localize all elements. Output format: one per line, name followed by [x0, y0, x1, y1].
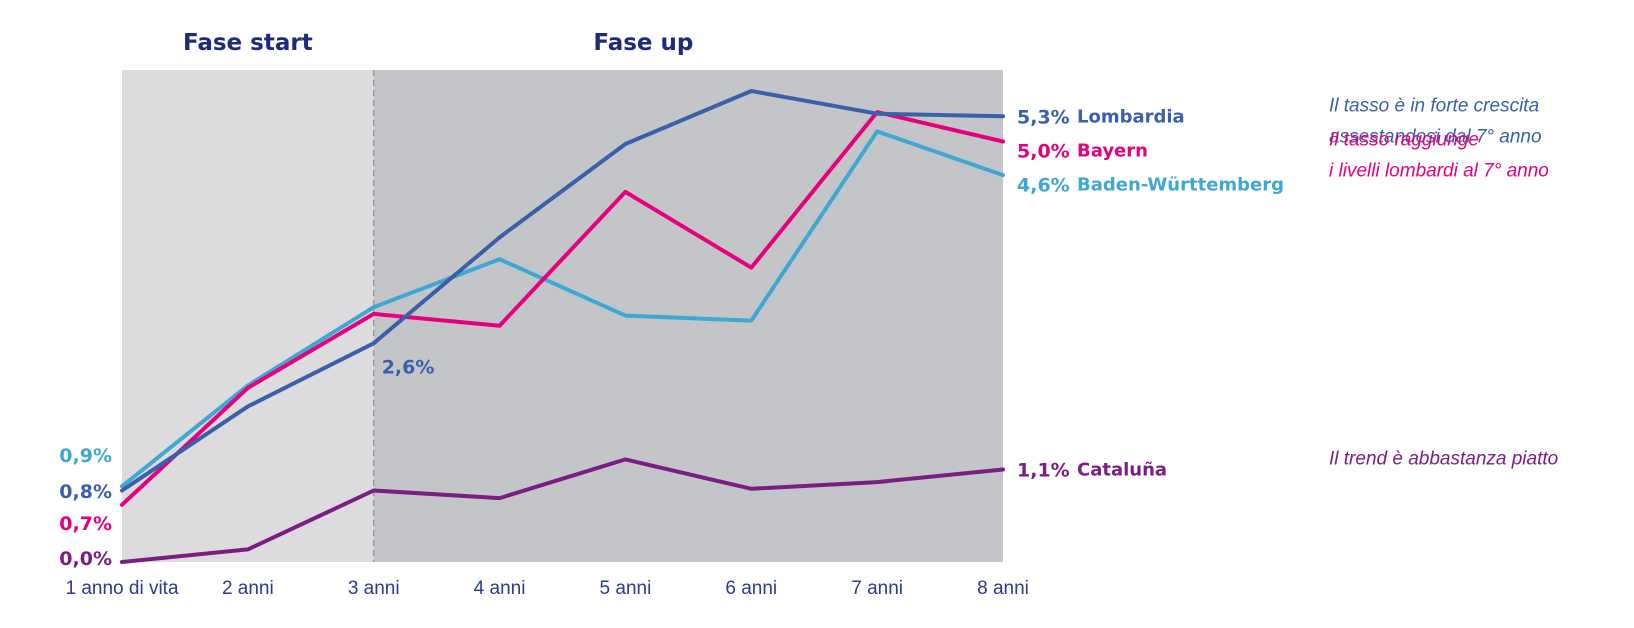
x-tick-label: 7 anni [851, 578, 903, 599]
phase-band-fase-start [122, 70, 374, 562]
note-cataluna: Il trend è abbastanza piatto [1329, 448, 1558, 469]
phase-labels: Fase start Fase up [183, 30, 693, 56]
note-bayern: Il tasso raggiunge i livelli lombardi al … [1329, 129, 1549, 181]
series-name-baden-wurttemberg: Baden-Württemberg [1077, 174, 1284, 195]
series-lines [120, 89, 1005, 564]
start-label-lombardia: 0,8% [59, 481, 112, 503]
start-value-labels: 0,9% 0,8% 0,7% 0,0% [59, 445, 112, 570]
end-value-cataluna: 1,1% [1017, 459, 1070, 481]
series-line-cataluna [120, 457, 1005, 564]
series-line-baden-wurttemberg [120, 129, 1005, 489]
x-axis-ticks: 1 anno di vita 2 anni 3 anni 4 anni 5 anni 6 … [65, 578, 1028, 599]
x-tick-label: 4 anni [474, 578, 526, 599]
side-notes: Il tasso è in forte crescita assestandosi… [1329, 95, 1558, 469]
end-value-bayern: 5,0% [1017, 140, 1070, 162]
start-label-baden-wurttemberg: 0,9% [59, 445, 112, 467]
note-line: assestandosi dal 7° anno [1329, 126, 1542, 147]
start-label-cataluna: 0,0% [59, 548, 112, 570]
annotations: 2,6% [382, 356, 435, 378]
x-tick-label: 5 anni [600, 578, 652, 599]
end-labels: 5,3% Lombardia 5,0% Bayern 4,6% Baden-Württem… [1017, 106, 1284, 481]
x-tick-label: 1 anno di vita [65, 578, 178, 599]
end-value-lombardia: 5,3% [1017, 106, 1070, 128]
note-line: Il tasso raggiunge [1329, 129, 1479, 150]
series-name-lombardia: Lombardia [1077, 106, 1185, 127]
x-tick-label: 8 anni [977, 578, 1029, 599]
phase-label-fase-up: Fase up [593, 30, 693, 56]
start-label-bayern: 0,7% [59, 513, 112, 535]
phase-label-fase-start: Fase start [183, 30, 313, 56]
note-line: Il trend è abbastanza piatto [1329, 448, 1558, 469]
series-name-bayern: Bayern [1077, 140, 1148, 161]
note-line: i livelli lombardi al 7° anno [1329, 160, 1549, 181]
note-line: Il tasso è in forte crescita [1329, 95, 1539, 116]
end-value-baden-wurttemberg: 4,6% [1017, 174, 1070, 196]
annotation-lombardia: 2,6% [382, 356, 435, 378]
series-line-lombardia [120, 89, 1005, 493]
series-line-bayern [120, 110, 1005, 507]
x-tick-label: 6 anni [725, 578, 777, 599]
note-lombardia: Il tasso è in forte crescita assestandosi… [1329, 95, 1542, 147]
x-tick-label: 2 anni [222, 578, 274, 599]
series-name-cataluna: Cataluña [1077, 459, 1167, 480]
x-tick-label: 3 anni [348, 578, 400, 599]
